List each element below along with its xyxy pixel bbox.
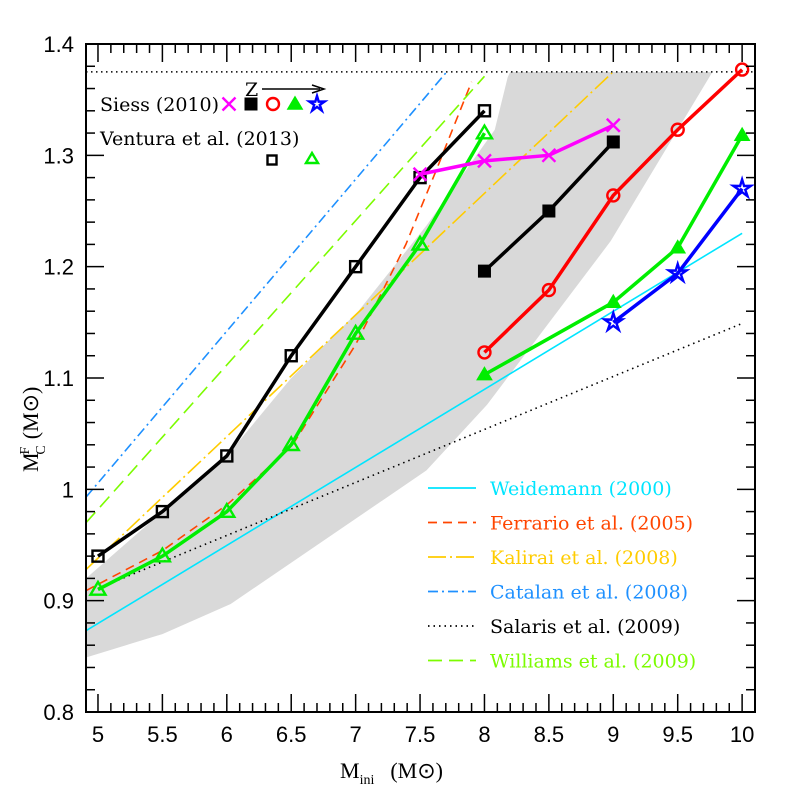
series-filled-square	[477, 135, 620, 278]
x-tick-label: 6	[221, 722, 233, 747]
open-star-marker	[305, 91, 329, 115]
x-tick-label: 9.5	[662, 722, 693, 747]
series-filled-triangle	[476, 126, 751, 381]
filled-triangle-marker	[733, 126, 751, 141]
y-axis-label: MFC(M⊙)	[18, 387, 49, 472]
filled-square-marker	[542, 204, 556, 218]
series-line	[96, 109, 486, 558]
y-tick-label: 1	[62, 477, 74, 502]
series-open-star	[600, 175, 755, 334]
open-triangle-marker	[474, 123, 495, 140]
series-open-triangle	[88, 123, 495, 596]
cross-marker	[412, 166, 428, 182]
relation-line	[86, 72, 447, 498]
relation-line	[86, 75, 486, 524]
x-tick-label: 7	[350, 722, 362, 747]
series-open-circle	[477, 62, 750, 360]
open-triangle-marker	[152, 546, 172, 563]
open-triangle-marker	[303, 150, 321, 165]
open-star-marker	[664, 259, 691, 285]
legend-top: Siess (2010) Ventura et al. (2013) Z	[99, 79, 329, 166]
open-circle-marker	[477, 345, 492, 360]
shaded-band-area	[86, 71, 713, 658]
cross-marker	[541, 147, 557, 163]
model-series	[88, 62, 755, 596]
open-triangle-marker	[346, 323, 366, 340]
relation-line	[97, 322, 743, 590]
x-tick-label: 7.5	[405, 722, 436, 747]
legend-label: Salaris et al. (2009)	[490, 616, 680, 638]
series-open-square	[91, 104, 492, 563]
open-square-marker	[477, 104, 492, 118]
legend-label: Kalirai et al. (2008)	[490, 547, 678, 569]
filled-square-marker	[606, 135, 620, 149]
y-tick-label: 0.9	[43, 589, 74, 614]
legend-label: Williams et al. (2009)	[490, 651, 696, 673]
series-line	[419, 123, 615, 176]
legend-ventura-label: Ventura et al. (2013)	[99, 128, 299, 150]
legend-siess-label: Siess (2010)	[100, 94, 219, 116]
legend-bottom: Weidemann (2000) Ferrario et al. (2005) Ka…	[428, 478, 696, 673]
open-square-marker	[155, 504, 170, 519]
open-square-marker	[220, 449, 234, 463]
open-triangle-marker	[281, 434, 301, 452]
series-line	[483, 68, 744, 354]
x-tick-label: 8	[478, 722, 490, 747]
open-circle-marker	[541, 282, 557, 298]
x-tick-label: 5.5	[147, 722, 178, 747]
z-arrow-head-icon	[311, 84, 327, 94]
x-tick-label: 6.5	[276, 722, 307, 747]
open-triangle-marker	[88, 579, 108, 596]
relation-line	[86, 232, 743, 632]
open-circle-marker	[670, 122, 685, 137]
cross-marker	[221, 96, 237, 112]
x-tick-label: 10	[730, 722, 754, 747]
series-cross	[412, 117, 621, 182]
y-tick-label: 1.1	[43, 366, 74, 391]
filled-triangle-marker	[604, 293, 622, 308]
cross-marker	[477, 153, 492, 169]
y-tick-label: 1.2	[43, 255, 74, 280]
y-tick-label: 1.3	[43, 143, 74, 168]
x-axis-label: Mini (M⊙)	[340, 758, 443, 788]
y-tick-label: 1.4	[43, 32, 74, 57]
legend-z-label: Z	[245, 79, 258, 101]
open-circle-marker	[265, 96, 281, 112]
filled-square-marker	[244, 97, 258, 111]
legend-label: Catalan et al. (2008)	[490, 582, 688, 604]
legend-label: Weidemann (2000)	[490, 478, 672, 500]
series-line	[97, 132, 486, 592]
open-circle-marker	[606, 188, 621, 203]
x-tick-label: 9	[607, 722, 619, 747]
series-line	[612, 187, 744, 324]
open-circle-marker	[734, 62, 750, 77]
filled-triangle-marker	[669, 239, 687, 254]
open-triangle-marker	[217, 501, 237, 518]
axis-labels: Mini (M⊙) MFC(M⊙)	[18, 387, 443, 788]
x-tick-label: 8.5	[534, 722, 565, 747]
open-square-marker	[284, 349, 298, 363]
open-star-marker	[729, 175, 755, 200]
cross-marker	[605, 117, 621, 133]
open-triangle-marker	[410, 234, 430, 251]
x-tick-label: 5	[92, 722, 104, 747]
legend-label: Ferrario et al. (2005)	[490, 513, 693, 535]
filled-triangle-marker	[286, 95, 304, 110]
open-star-marker	[600, 308, 627, 334]
filled-square-marker	[477, 264, 491, 278]
open-square-marker	[413, 170, 427, 185]
y-tick-label: 0.8	[43, 700, 74, 725]
filled-triangle-marker	[476, 366, 493, 381]
open-square-marker	[266, 154, 278, 166]
shaded-band	[86, 71, 713, 658]
open-square-marker	[348, 259, 363, 274]
axes: 5 5.5 6 6.5 7 7.5 8 8.5 9 9.5 10 0.8 0.9 1 1.1 1.2 1.3 1.…	[43, 32, 756, 747]
series-line	[483, 134, 744, 377]
